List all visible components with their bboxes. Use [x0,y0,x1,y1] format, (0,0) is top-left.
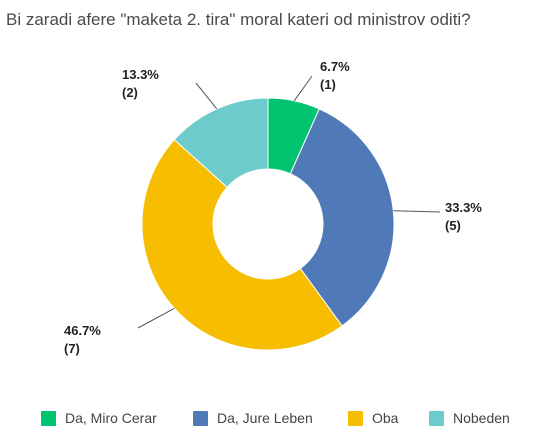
legend-swatch [193,410,208,426]
legend-swatch [429,410,444,426]
donut-slice-da-jure-leben[interactable] [289,108,395,327]
legend-item-oba[interactable]: Oba [348,407,398,429]
leader-lines [137,75,441,329]
data-label-percent: 46.7% [64,323,101,338]
leader-line [393,210,441,213]
data-label-percent: 6.7% [320,59,350,74]
legend: Da, Miro Cerar Da, Jure Leben Oba Nobede… [0,407,560,429]
legend-swatch [41,410,56,426]
donut-slice-oba[interactable] [141,138,343,351]
data-label-count: (7) [64,341,80,356]
leader-line [137,307,175,329]
chart-title: Bi zaradi afere "maketa 2. tira" moral k… [6,10,471,29]
legend-item-nobeden[interactable]: Nobeden [429,407,510,429]
legend-item-da-jure-leben[interactable]: Da, Jure Leben [193,407,313,429]
donut-slice-nobeden[interactable] [173,97,269,188]
legend-label: Nobeden [453,410,510,426]
leader-line [195,82,218,110]
legend-item-da-miro-cerar[interactable]: Da, Miro Cerar [41,407,157,429]
legend-label: Da, Jure Leben [217,410,313,426]
data-labels: 6.7% (1) 33.3% (5) 46.7% (7) 13.3% (2) [64,59,482,356]
legend-label: Da, Miro Cerar [65,410,157,426]
data-label-percent: 33.3% [445,200,482,215]
legend-label: Oba [372,410,399,426]
donut-slices [141,97,395,351]
data-label-count: (5) [445,218,461,233]
data-label-percent: 13.3% [122,67,159,82]
legend-swatch [348,410,363,426]
data-label-count: (2) [122,85,138,100]
data-label-count: (1) [320,77,336,92]
leader-line [293,75,313,102]
